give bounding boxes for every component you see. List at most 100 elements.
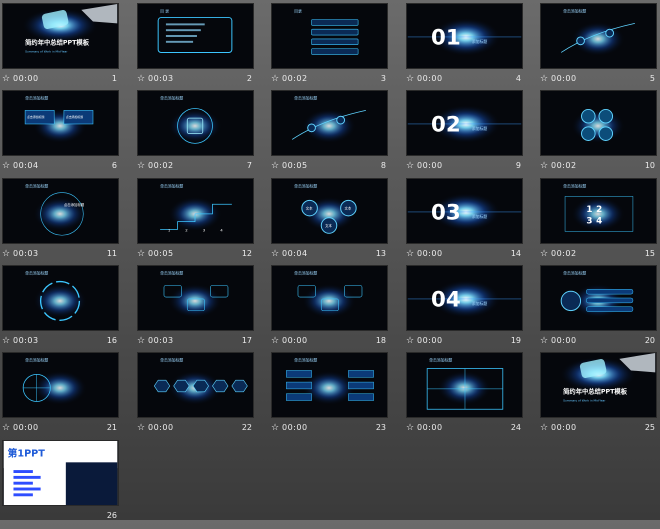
slide-preview[interactable]: 02 添加标题 (406, 90, 523, 156)
slide-preview[interactable]: 单击添加标题 (2, 265, 119, 331)
star-timing-icon[interactable]: ☆ (137, 336, 146, 346)
slide-preview[interactable]: 单击添加标题 1 2 3 4 (137, 178, 254, 244)
star-timing-icon[interactable]: ☆ (406, 74, 415, 84)
star-timing-icon[interactable]: ☆ (271, 249, 280, 259)
star-timing-icon[interactable]: ☆ (2, 423, 11, 433)
star-timing-icon[interactable]: ☆ (406, 249, 415, 259)
slide-preview[interactable]: 简约年中总结PPT模板 Summary of Work in Mid-Year (2, 3, 119, 69)
slide-number: 18 (375, 336, 386, 345)
slide-timing: 00:00 (417, 249, 443, 258)
slide-thumbnail-3[interactable]: 目录 ☆ 00:02 3 (271, 3, 388, 92)
star-timing-icon[interactable]: ☆ (2, 74, 11, 84)
slide-preview[interactable]: 单击添加标题 (137, 90, 254, 156)
slide-preview[interactable]: 04 添加标题 (406, 265, 523, 331)
slide-preview[interactable]: 简约年中总结PPT模板 Summary of Work in Mid-Year (540, 352, 657, 418)
slide-thumbnail-25[interactable]: 简约年中总结PPT模板 Summary of Work in Mid-Year ☆ 0… (540, 352, 657, 441)
star-timing-icon[interactable]: ☆ (540, 423, 549, 433)
glow-burst (167, 108, 223, 144)
slide-preview[interactable]: 单击添加标题 (271, 90, 388, 156)
star-timing-icon[interactable]: ☆ (406, 336, 415, 346)
slide-thumbnail-24[interactable]: 单击添加标题 ☆ 00:00 24 (406, 352, 523, 441)
slide-number: 1 (111, 74, 117, 83)
slide-thumbnail-6[interactable]: 单击添加标题 点击添加标题 点击添加标题 ☆ 00:04 6 (2, 90, 119, 179)
slide-thumbnail-9[interactable]: 02 添加标题 ☆ 00:00 9 (406, 90, 523, 179)
slide-preview[interactable]: 单击添加标题 (540, 265, 657, 331)
slide-preview[interactable]: 单击添加标题 (540, 3, 657, 69)
center-square (186, 117, 204, 135)
list-bar (586, 297, 634, 304)
slide-thumbnail-11[interactable]: 单击添加标题 点击添加标题 ☆ 00:03 11 (2, 178, 119, 267)
star-timing-icon[interactable]: ☆ (137, 74, 146, 84)
list-bar (311, 19, 359, 26)
star-timing-icon[interactable]: ☆ (540, 249, 549, 259)
ad-link (13, 470, 33, 473)
star-timing-icon[interactable]: ☆ (540, 74, 549, 84)
slide-thumbnail-23[interactable]: 单击添加标题 ☆ 00:00 23 (271, 352, 388, 441)
slide-preview[interactable]: 单击添加标题 (137, 352, 254, 418)
slide-preview[interactable]: 单击添加标题 文本 文本 文本 (271, 178, 388, 244)
slide-preview[interactable]: 单击添加标题 (271, 352, 388, 418)
slide-preview[interactable]: 单击添加标题 (271, 265, 388, 331)
slide-preview[interactable]: 目录 (271, 3, 388, 69)
star-timing-icon[interactable]: ☆ (137, 423, 146, 433)
star-timing-icon[interactable]: ☆ (540, 336, 549, 346)
dot (336, 115, 346, 125)
slide-preview[interactable]: 03 添加标题 (406, 178, 523, 244)
star-timing-icon[interactable]: ☆ (271, 161, 280, 171)
slide-preview[interactable]: 单击添加标题 (137, 265, 254, 331)
slide-preview[interactable] (540, 90, 657, 156)
slide-meta: ☆ 00:05 12 (137, 248, 254, 262)
ad-link (13, 481, 33, 485)
slide-thumbnail-15[interactable]: 单击添加标题 1 2 3 4 ☆ 00:02 15 (540, 178, 657, 267)
star-timing-icon[interactable]: ☆ (271, 74, 280, 84)
slide-thumbnail-26[interactable]: 第1PPT 26 (2, 440, 119, 529)
slide-preview[interactable]: 第1PPT (2, 440, 119, 506)
slide-thumbnail-7[interactable]: 单击添加标题 ☆ 00:02 7 (137, 90, 254, 179)
section-caption: 添加标题 (472, 214, 488, 219)
slide-thumbnail-5[interactable]: 单击添加标题 ☆ 00:00 5 (540, 3, 657, 92)
slide-thumbnail-21[interactable]: 单击添加标题 ☆ 00:00 21 (2, 352, 119, 441)
slide-title: 简约年中总结PPT模板 (25, 38, 90, 47)
slide-thumbnail-19[interactable]: 04 添加标题 ☆ 00:00 19 (406, 265, 523, 354)
star-timing-icon[interactable]: ☆ (406, 161, 415, 171)
star-timing-icon[interactable]: ☆ (406, 423, 415, 433)
slide-preview[interactable]: 单击添加标题 (406, 352, 523, 418)
slide-preview[interactable]: 单击添加标题 (2, 352, 119, 418)
slide-timing: 00:05 (282, 161, 308, 170)
star-timing-icon[interactable]: ☆ (2, 336, 11, 346)
star-timing-icon[interactable]: ☆ (137, 249, 146, 259)
star-timing-icon[interactable]: ☆ (2, 249, 11, 259)
slide-thumbnail-18[interactable]: 单击添加标题 ☆ 00:00 18 (271, 265, 388, 354)
slide-heading: 单击添加标题 (563, 9, 586, 14)
star-timing-icon[interactable]: ☆ (2, 161, 11, 171)
slide-thumbnail-1[interactable]: 简约年中总结PPT模板 Summary of Work in Mid-Year ☆ 0… (2, 3, 119, 92)
step-label: 3 (203, 227, 206, 232)
slide-thumbnail-22[interactable]: 单击添加标题 ☆ 00:00 22 (137, 352, 254, 441)
slide-preview[interactable]: 单击添加标题 点击添加标题 (2, 178, 119, 244)
slide-thumbnail-2[interactable]: 目 录 ☆ 00:03 2 (137, 3, 254, 92)
slide-thumbnail-12[interactable]: 单击添加标题 1 2 3 4 ☆ 00:05 12 (137, 178, 254, 267)
slide-thumbnail-17[interactable]: 单击添加标题 ☆ 00:03 17 (137, 265, 254, 354)
star-timing-icon[interactable]: ☆ (137, 161, 146, 171)
slide-thumbnail-10[interactable]: ☆ 00:02 10 (540, 90, 657, 179)
star-timing-icon[interactable]: ☆ (271, 336, 280, 346)
star-timing-icon[interactable]: ☆ (271, 423, 280, 433)
slide-preview[interactable]: 单击添加标题 1 2 3 4 (540, 178, 657, 244)
slide-preview[interactable]: 01 添加标题 (406, 3, 523, 69)
contents-frame (157, 17, 233, 53)
slide-thumbnail-14[interactable]: 03 添加标题 ☆ 00:00 14 (406, 178, 523, 267)
slide-thumbnail-13[interactable]: 单击添加标题 文本 文本 文本 ☆ 00:04 13 (271, 178, 388, 267)
glow-burst (167, 283, 223, 319)
slide-thumbnail-8[interactable]: 单击添加标题 ☆ 00:05 8 (271, 90, 388, 179)
slide-heading: 单击添加标题 (294, 184, 317, 189)
node-circle (320, 217, 338, 234)
slide-thumbnail-20[interactable]: 单击添加标题 ☆ 00:00 20 (540, 265, 657, 354)
flow-box (297, 285, 316, 298)
slide-timing: 00:00 (13, 74, 39, 83)
slide-thumbnail-4[interactable]: 01 添加标题 ☆ 00:00 4 (406, 3, 523, 92)
slide-preview[interactable]: 单击添加标题 点击添加标题 点击添加标题 (2, 90, 119, 156)
glow-burst (301, 370, 357, 406)
slide-thumbnail-16[interactable]: 单击添加标题 ☆ 00:03 16 (2, 265, 119, 354)
star-timing-icon[interactable]: ☆ (540, 161, 549, 171)
slide-preview[interactable]: 目 录 (137, 3, 254, 69)
